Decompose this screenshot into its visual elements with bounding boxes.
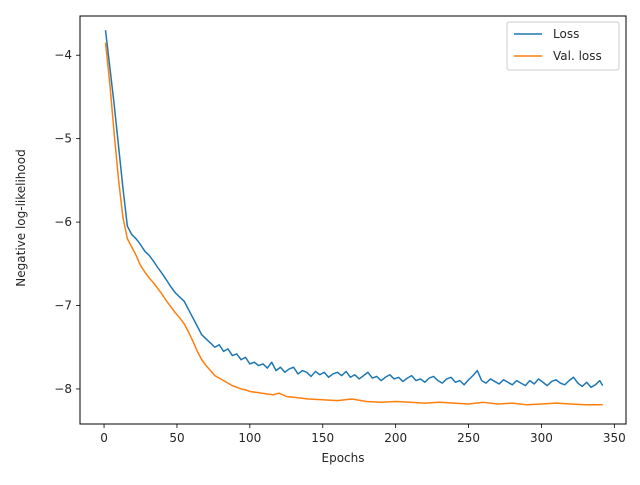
- plot-area: [80, 16, 626, 424]
- y-tick-label: −8: [54, 382, 72, 396]
- x-tick-label: 300: [530, 431, 553, 445]
- y-tick-label: −7: [54, 299, 72, 313]
- y-axis-ticks: −8 −7 −6 −5 −4: [54, 48, 80, 396]
- x-tick-label: 350: [603, 431, 626, 445]
- y-axis-title: Negative log-likelihood: [14, 149, 28, 286]
- x-tick-label: 100: [238, 431, 261, 445]
- series-layer: [104, 30, 604, 406]
- y-tick-label: −6: [54, 215, 72, 229]
- series-line-val-loss: [104, 42, 603, 406]
- legend-label-val-loss: Val. loss: [553, 49, 602, 63]
- x-tick-label: 0: [100, 431, 108, 445]
- x-tick-label: 250: [457, 431, 480, 445]
- x-tick-label: 150: [311, 431, 334, 445]
- y-tick-label: −4: [54, 48, 72, 62]
- legend-label-loss: Loss: [553, 27, 579, 41]
- plot-frame: [79, 15, 627, 425]
- x-axis-title: Epochs: [322, 451, 365, 465]
- series-line-loss: [104, 30, 604, 389]
- x-tick-label: 50: [169, 431, 184, 445]
- legend: Loss Val. loss: [506, 21, 620, 71]
- x-tick-label: 200: [384, 431, 407, 445]
- y-tick-label: −5: [54, 132, 72, 146]
- x-axis-ticks: 0 50 100 150 200 250 300 350: [100, 424, 626, 445]
